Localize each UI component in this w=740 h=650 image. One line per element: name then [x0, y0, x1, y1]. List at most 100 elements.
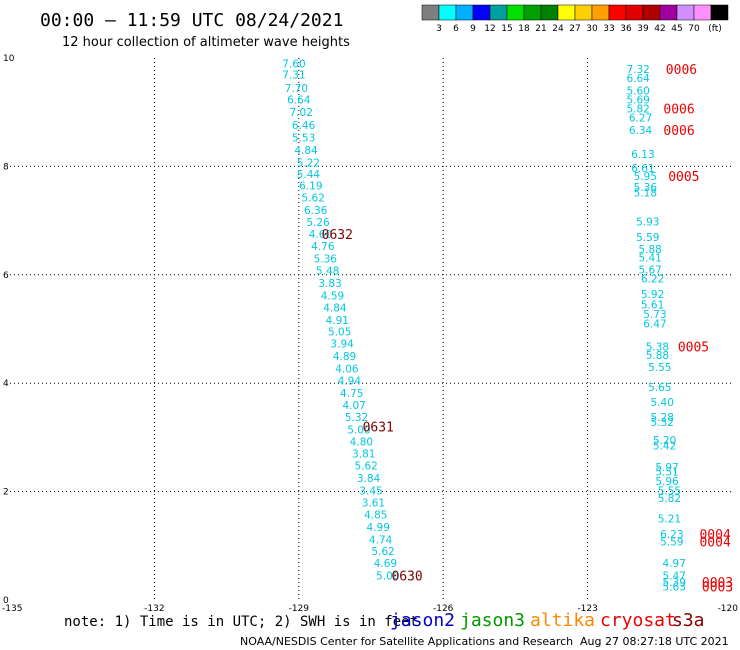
- swh-value: 4.06: [335, 364, 359, 376]
- swh-value: 7.60: [282, 58, 305, 70]
- swh-value: 5.95: [634, 171, 657, 183]
- swh-value: 5.55: [658, 486, 681, 498]
- swh-value: 6.64: [626, 73, 650, 85]
- swh-value: 5.69: [626, 95, 649, 107]
- colorbar-swatch: [591, 4, 610, 21]
- colorbar-swatch: [659, 4, 678, 21]
- swh-value: 5.48: [316, 265, 339, 277]
- swh-value: 5.20: [653, 435, 676, 447]
- time-label: 0003: [702, 576, 733, 591]
- time-label: 0004: [699, 535, 730, 550]
- swh-value: 4.99: [367, 522, 390, 534]
- colorbar-swatch: [472, 4, 491, 21]
- swh-value: 5.62: [354, 461, 377, 473]
- swh-value: 5.38: [646, 341, 669, 353]
- swh-value: 6.46: [292, 120, 316, 132]
- colorbar-label: 27: [569, 24, 580, 34]
- time-labels: 0632 0631 0630 0006 0006 0006 0005 0005 00040004…: [322, 63, 734, 596]
- y-tick-label: 10: [3, 54, 15, 64]
- swh-value: 3.61: [362, 497, 385, 509]
- colorbar-label: 30: [586, 24, 598, 34]
- swh-value: 3.94: [330, 339, 354, 351]
- colorbar: 3 6 9 12 15 18 21 24 27 30 33 36 39 42 45 70 (ft): [421, 4, 729, 34]
- colorbar-label: (ft): [708, 24, 722, 34]
- swh-value: 5.60: [626, 86, 649, 98]
- swh-value: 6.61: [631, 163, 654, 175]
- legend-s3a: s3a: [672, 610, 705, 631]
- colorbar-label: 3: [436, 24, 442, 34]
- swh-value: 5.36: [314, 254, 338, 266]
- time-label: 0004: [699, 528, 730, 543]
- swh-value: 6.22: [641, 274, 664, 286]
- swh-value: 5.28: [651, 412, 674, 424]
- swh-value: 6.27: [629, 113, 652, 125]
- swh-value: 5.39: [663, 577, 686, 589]
- swh-value: 4.60: [309, 229, 332, 241]
- swh-value: 3.83: [318, 278, 341, 290]
- swh-value: 6.36: [304, 205, 328, 217]
- swh-value: 7.70: [285, 83, 308, 95]
- colorbar-swatch: [574, 4, 593, 21]
- swh-value: 4.84: [294, 145, 318, 157]
- colorbar-swatch: [506, 4, 525, 21]
- swh-value: 5.00: [347, 424, 370, 436]
- colorbar-swatch: [693, 4, 712, 21]
- swh-value: 4.84: [323, 302, 347, 314]
- legend-jason3: jason3: [460, 610, 525, 631]
- time-label: 0630: [391, 570, 422, 585]
- colorbar-swatch: [710, 4, 729, 21]
- swh-value: 3.81: [352, 449, 375, 461]
- swh-value: 4.07: [342, 400, 365, 412]
- swh-value: 5.32: [651, 417, 674, 429]
- swh-value: 5.21: [658, 514, 681, 526]
- colorbar-label: 33: [603, 24, 614, 34]
- colorbar-label: 18: [518, 24, 530, 34]
- time-label: 0005: [668, 170, 699, 185]
- colorbar-label: 21: [535, 24, 546, 34]
- swh-value: 5.82: [626, 103, 649, 115]
- colorbar-swatch: [676, 4, 695, 21]
- swh-value: 5.36: [634, 182, 658, 194]
- colorbar-swatch: [540, 4, 559, 21]
- swh-value: 4.91: [326, 315, 349, 327]
- colorbar-swatch: [455, 4, 474, 21]
- swh-value: 4.76: [311, 241, 335, 253]
- swh-value: 4.85: [364, 509, 387, 521]
- legend-jason2: jason2: [390, 610, 455, 631]
- swh-value: 5.47: [663, 571, 686, 583]
- swh-value: 5.97: [655, 462, 678, 474]
- legend-cryosat: cryosat: [600, 610, 676, 631]
- y-tick-label: 8: [3, 162, 9, 172]
- swh-value: 6.23: [660, 529, 683, 541]
- x-tick-label: -132: [144, 604, 164, 614]
- swh-value: 5.62: [302, 192, 325, 204]
- swh-value: 4.74: [369, 534, 393, 546]
- swh-value: 5.42: [653, 441, 676, 453]
- colorbar-swatch: [642, 4, 661, 21]
- swh-value: 5.53: [292, 133, 315, 145]
- colorbar-swatch: [608, 4, 627, 21]
- satellite-legend: jason2 jason3 altika cryosat s3a: [390, 610, 705, 631]
- y-tick-label: 2: [3, 488, 9, 498]
- x-tick-label: -129: [289, 604, 310, 614]
- colorbar-label: 70: [688, 24, 700, 34]
- swh-value: 6.34: [629, 125, 653, 137]
- x-tick-label: -135: [2, 604, 22, 614]
- time-label: 0005: [678, 340, 709, 355]
- swh-value: 5.62: [371, 546, 394, 558]
- swh-points: 7.607.317.706.647.026.465.534.845.225.44…: [282, 58, 686, 593]
- swh-value: 5.59: [660, 536, 683, 548]
- swh-value: 5.96: [655, 476, 679, 488]
- time-label: 0006: [663, 124, 694, 139]
- swh-value: 5.82: [658, 493, 681, 505]
- swh-value: 5.26: [306, 217, 330, 229]
- swh-value: 5.51: [655, 467, 678, 479]
- swh-value: 6.19: [299, 180, 322, 192]
- y-tick-label: 6: [3, 271, 9, 281]
- swh-value: 7.32: [626, 64, 649, 76]
- colorbar-label: 15: [501, 24, 512, 34]
- chart-subtitle: 12 hour collection of altimeter wave hei…: [62, 35, 350, 50]
- colorbar-swatch: [523, 4, 542, 21]
- swh-value: 5.88: [646, 350, 669, 362]
